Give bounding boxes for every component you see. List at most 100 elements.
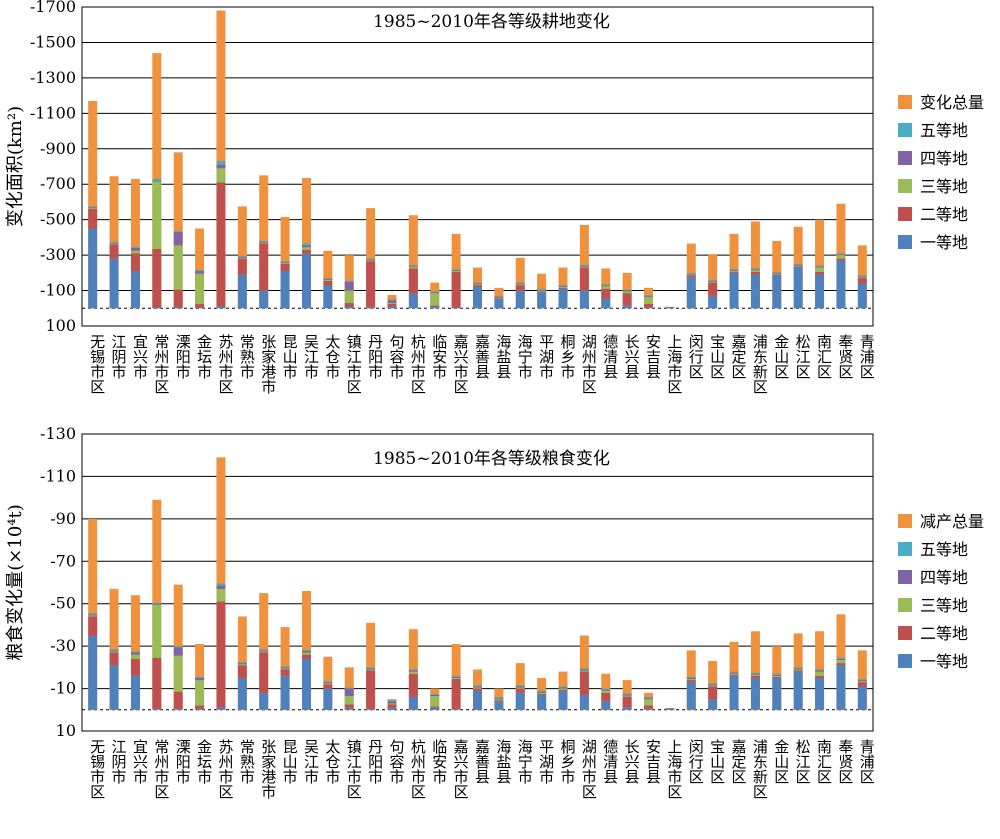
y-tick-label: -90 [50,509,76,528]
x-tick-label: 上海市区 [667,738,682,801]
bar-segment [237,664,247,666]
bar-segment [579,290,589,309]
bar-segment [473,690,482,710]
bar-segment [537,694,547,710]
bar-segment [579,694,589,710]
bar-segment [836,255,846,259]
bar-segment [537,289,547,291]
bar-segment [793,667,803,669]
bar-segment [558,286,568,288]
x-tick-label: 嘉定区 [732,333,747,381]
bar-segment [708,684,718,686]
legend-label: 四等地 [920,149,968,168]
x-tick-label: 溧阳市 [176,333,191,381]
bar-segment [601,692,611,702]
bar-segment [451,676,461,678]
bar-segment [195,676,205,678]
x-tick-label: 浦东新区 [753,738,768,801]
bar-segment [708,281,718,283]
bar-segment [857,680,867,682]
bar-segment [622,707,632,710]
bar-segment [772,674,782,676]
bar-segment [387,703,397,705]
bar-segment [579,267,589,291]
bar-total [408,215,418,309]
bar-segment [387,700,397,702]
bar-segment [366,258,376,260]
bar-segment [88,206,98,208]
y-tick-label: -700 [40,174,76,193]
bar-segment [323,279,333,280]
bar-segment [515,284,525,286]
bar-segment [750,269,760,271]
x-tick-label: 闵行区 [689,738,704,786]
bar-segment [280,271,290,309]
bar-segment [344,707,354,710]
x-tick-label: 南汇区 [817,333,832,381]
bar-segment [430,293,440,306]
bar-segment [729,271,739,272]
bar-segment [558,285,568,287]
bar-segment [237,677,247,710]
x-tick-label: 太仓市 [325,333,340,381]
x-tick-label: 浦东新区 [753,333,768,396]
bar-segment [408,265,418,267]
x-tick-label: 青浦区 [860,333,875,381]
y-tick-label: -900 [40,139,76,158]
bar-segment [836,260,846,309]
bar-segment [130,250,140,254]
bar-segment [515,686,525,688]
bar-segment [644,295,654,297]
x-tick-label: 金山区 [774,333,789,381]
bar-segment [622,289,632,291]
bar-segment [515,685,525,687]
bar-segment [301,249,311,254]
legend-swatch [898,235,912,249]
bar-segment [280,263,290,264]
bar-total [750,631,760,710]
bar-segment [473,283,482,285]
bar-segment [152,178,162,181]
bar-segment [366,667,376,669]
bar-segment [344,695,354,705]
bar-segment [729,675,739,710]
bar-segment [387,302,397,304]
bar-segment [344,280,354,282]
bar-segment [601,701,611,710]
bar-segment [259,692,269,710]
x-tick-label: 张家港市 [261,738,276,801]
bar-segment [686,272,696,274]
bar-segment [750,268,760,270]
x-tick-label: 张家港市 [261,333,276,396]
plot-frame [81,433,874,732]
bar-segment [88,209,98,229]
x-tick-label: 海盐县 [496,738,511,786]
bar-total [301,178,311,309]
bar-segment [152,181,162,249]
bar-segment [280,666,290,668]
bar-segment [387,306,397,309]
legend-swatch [898,654,912,668]
bar-total [130,178,140,309]
x-tick-label: 松江区 [796,738,811,786]
bar-segment [793,264,803,266]
bar-segment [387,707,397,710]
bar-segment [195,708,205,710]
bar-segment [430,707,440,710]
bar-segment [836,665,846,710]
bar-segment [708,295,718,309]
bar-segment [815,675,825,678]
x-tick-label: 德清县 [603,738,618,786]
bar-segment [686,274,696,276]
bar-segment [301,649,311,651]
bar-segment [708,683,718,685]
bar-segment [366,261,376,308]
legend-label: 四等地 [920,568,968,587]
legend-swatch [898,95,912,109]
bar-segment [387,701,397,704]
y-tick-label: -110 [40,466,76,485]
x-tick-label: 青浦区 [860,738,875,786]
bar-segment [579,668,589,670]
bar-segment [494,701,504,710]
bar-segment [836,663,846,666]
